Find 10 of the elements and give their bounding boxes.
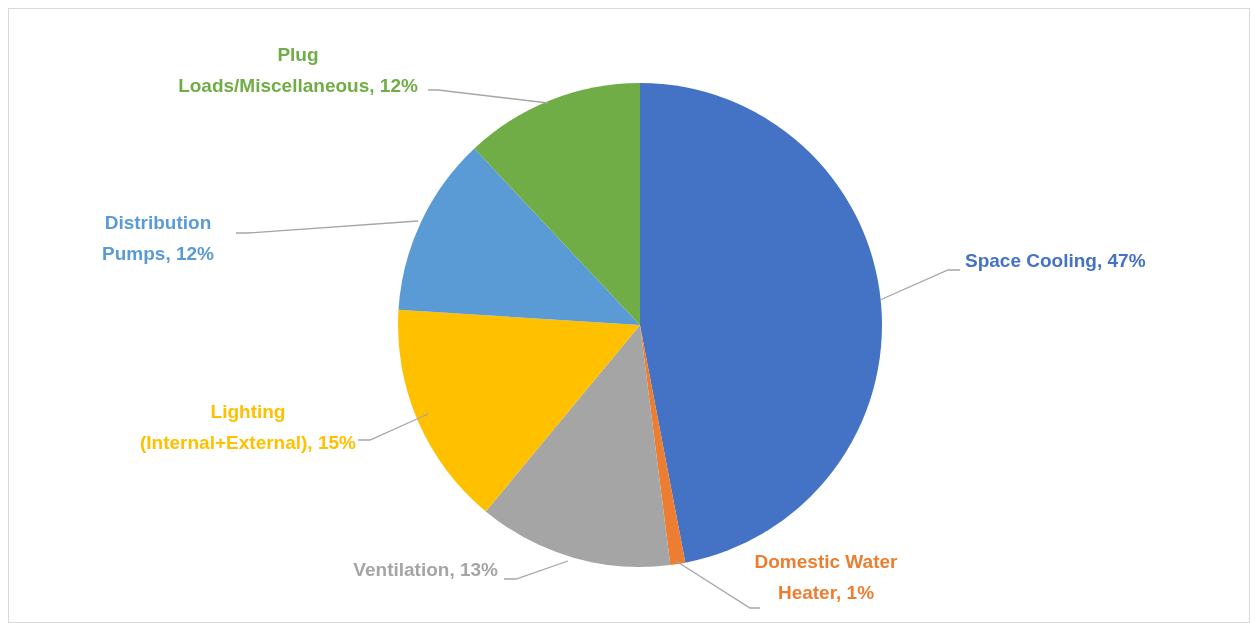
pie-slice [398, 309, 640, 512]
slice-label: Domestic Water Heater, 1% [754, 551, 899, 604]
slice-label: Space Cooling, 47% [965, 250, 1146, 272]
slice-label: Ventilation, 13% [353, 559, 499, 581]
slice-label: Lighting (Internal+External), 15% [140, 401, 357, 454]
slice-label: Distribution Pumps, 12% [102, 212, 215, 265]
pie-slice [640, 325, 686, 566]
pie-slice [474, 83, 640, 325]
pie-slice [398, 148, 640, 325]
slice-label: Plug Loads/Miscellaneous, 12% [178, 44, 418, 97]
